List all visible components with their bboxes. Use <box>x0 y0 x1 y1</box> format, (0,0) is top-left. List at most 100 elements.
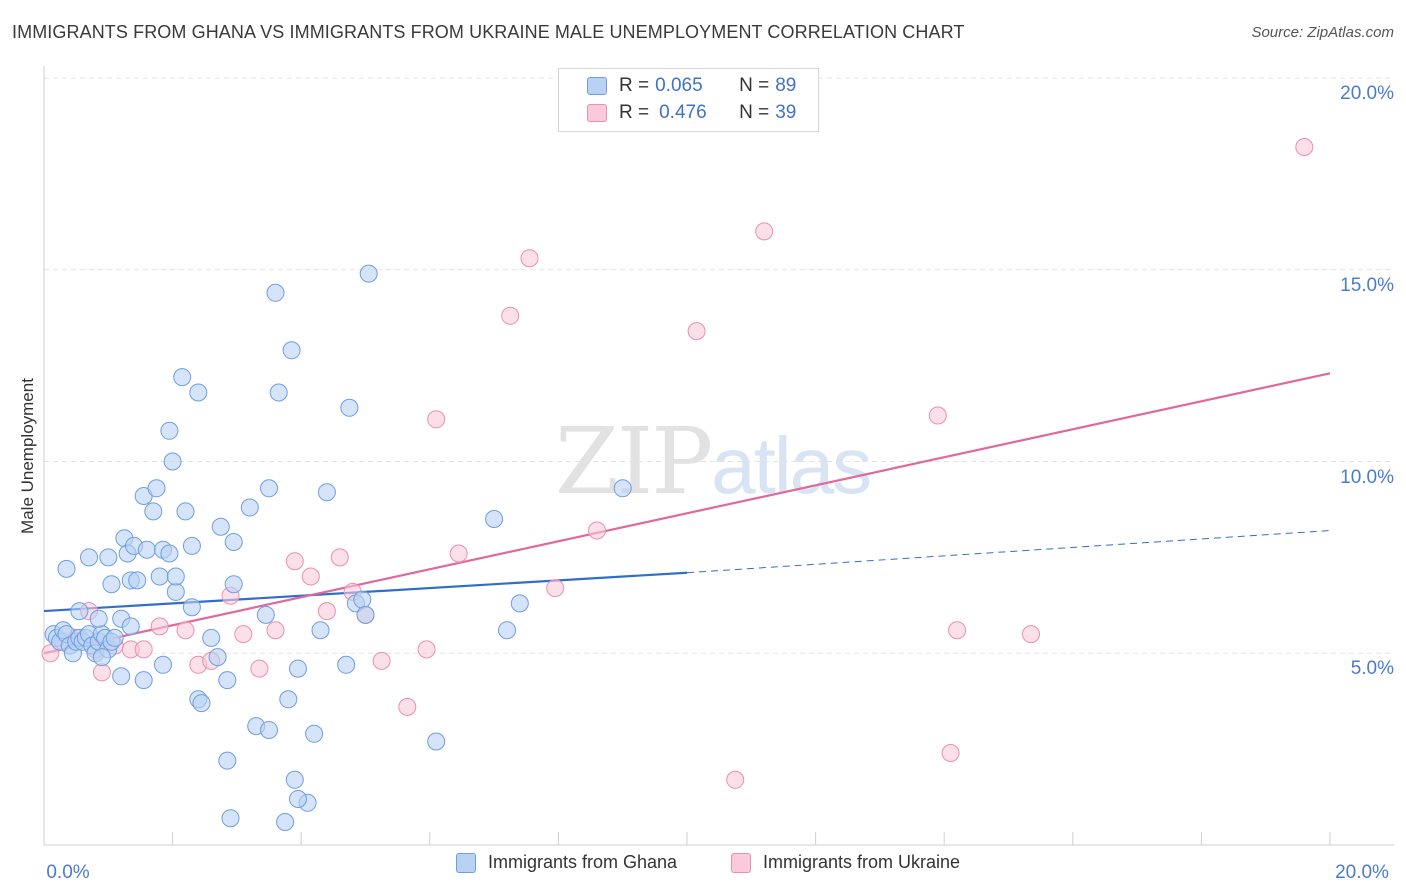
ukraine-point-31 <box>588 521 606 540</box>
ukraine-point-5 <box>92 663 111 682</box>
ghana-trendline-extension <box>686 530 1331 574</box>
correlation-legend: R = 0.065 N = 89 R = 0.476 N = 39 <box>558 68 819 132</box>
ghana-point-36 <box>137 540 156 559</box>
ukraine-point-30 <box>546 579 565 598</box>
source-credit: Source: ZipAtlas.com <box>1251 24 1394 41</box>
ukraine-point-8 <box>134 640 153 659</box>
ghana-point-89 <box>276 813 295 831</box>
ghana-swatch <box>587 77 607 95</box>
ghana-point-22 <box>89 609 108 628</box>
ukraine-point-17 <box>285 552 304 571</box>
y-axis-label: Male Unemployment <box>18 378 37 534</box>
ukraine-point-0 <box>41 644 60 663</box>
ghana-point-56 <box>208 648 227 667</box>
ghana-point-47 <box>166 567 185 586</box>
ghana-point-70 <box>282 341 301 360</box>
ghana-point-39 <box>147 479 166 498</box>
ghana-point-45 <box>163 452 182 471</box>
ghana-point-40 <box>150 567 169 586</box>
ghana-n-value: 89 <box>775 75 797 96</box>
ukraine-point-23 <box>372 651 391 670</box>
ghana-point-41 <box>154 655 172 674</box>
ukraine-points <box>41 138 1314 789</box>
ghana-point-28 <box>112 667 131 686</box>
ghana-point-82 <box>359 264 378 283</box>
axes <box>43 66 1394 846</box>
ukraine-swatch <box>587 104 607 122</box>
y-tick-label-0: 5.0% <box>1350 658 1394 680</box>
ukraine-point-35 <box>928 406 947 425</box>
legend-ukraine-label: Immigrants from Ukraine <box>763 852 961 872</box>
ghana-point-90 <box>289 790 307 808</box>
ghana-point-88 <box>221 809 240 828</box>
ukraine-point-29 <box>520 249 539 268</box>
ghana-point-75 <box>311 621 330 640</box>
ukraine-point-33 <box>726 770 745 789</box>
ghana-point-55 <box>202 628 221 647</box>
legend-row-ghana: R = 0.065 N = 89 <box>587 74 796 98</box>
ghana-r-value: 0.065 <box>655 75 703 96</box>
ghana-point-65 <box>260 479 278 498</box>
ghana-point-44 <box>160 421 179 440</box>
y-tick-label-1: 10.0% <box>1340 466 1394 488</box>
ghana-point-20 <box>80 548 98 567</box>
ghana-point-62 <box>240 498 259 517</box>
ukraine-point-36 <box>941 744 960 762</box>
ghana-point-67 <box>266 283 285 302</box>
ghana-point-38 <box>144 502 163 521</box>
ukraine-point-34 <box>755 222 774 241</box>
ghana-point-60 <box>224 533 243 551</box>
ukraine-r-label: R = <box>619 102 650 123</box>
gridlines <box>44 77 1394 654</box>
ghana-point-51 <box>182 536 201 555</box>
ghana-point-21 <box>70 602 89 621</box>
ghana-points <box>44 264 632 831</box>
ghana-point-59 <box>218 671 237 690</box>
ghana-point-31 <box>121 617 140 636</box>
ghana-point-23 <box>92 648 111 667</box>
ukraine-point-20 <box>330 548 349 567</box>
ghana-point-43 <box>160 544 179 563</box>
chart-title: IMMIGRANTS FROM GHANA VS IMMIGRANTS FROM… <box>12 22 965 42</box>
ghana-point-54 <box>189 383 208 402</box>
ghana-point-26 <box>105 628 124 647</box>
ghana-point-24 <box>99 548 118 567</box>
x-tick-label-0: 0.0% <box>46 862 90 883</box>
ghana-point-34 <box>128 571 147 590</box>
zipatlas-watermark: ZIPatlas <box>555 408 872 515</box>
ukraine-point-37 <box>948 621 967 640</box>
ghana-point-46 <box>166 582 185 601</box>
legend-item-ukraine[interactable]: Immigrants from Ukraine <box>731 852 960 873</box>
y-tick-label-3: 20.0% <box>1340 83 1394 104</box>
ukraine-point-14 <box>234 625 253 644</box>
ukraine-point-32 <box>687 322 706 341</box>
ukraine-point-38 <box>1022 625 1040 644</box>
legend-ghana-swatch <box>456 852 476 873</box>
trendlines <box>43 372 1331 655</box>
ghana-r-label: R = <box>619 75 650 96</box>
ukraine-point-39 <box>1295 138 1314 156</box>
ghana-point-87 <box>613 479 632 498</box>
ukraine-trendline <box>43 372 1331 655</box>
ghana-point-71 <box>285 770 304 789</box>
legend-ukraine-swatch <box>731 852 751 873</box>
ukraine-point-28 <box>501 306 520 325</box>
ukraine-point-19 <box>317 602 336 621</box>
ghana-point-72 <box>289 659 307 678</box>
ukraine-n-value: 39 <box>775 102 797 123</box>
ukraine-point-25 <box>417 640 436 659</box>
ghana-point-64 <box>256 605 275 624</box>
ghana-point-53 <box>192 694 211 713</box>
ukraine-point-10 <box>176 621 195 640</box>
ghana-point-19 <box>57 559 76 578</box>
ghana-point-74 <box>305 724 324 743</box>
series-legend: Immigrants from Ghana Immigrants from Uk… <box>0 852 1406 876</box>
legend-item-ghana[interactable]: Immigrants from Ghana <box>456 852 677 873</box>
ghana-point-48 <box>173 368 192 387</box>
ghana-point-80 <box>353 590 372 609</box>
ukraine-n-label: N = <box>739 102 770 123</box>
ghana-point-78 <box>340 398 359 417</box>
ghana-point-49 <box>176 502 195 521</box>
ukraine-point-26 <box>427 410 446 429</box>
ghana-point-68 <box>269 383 288 402</box>
